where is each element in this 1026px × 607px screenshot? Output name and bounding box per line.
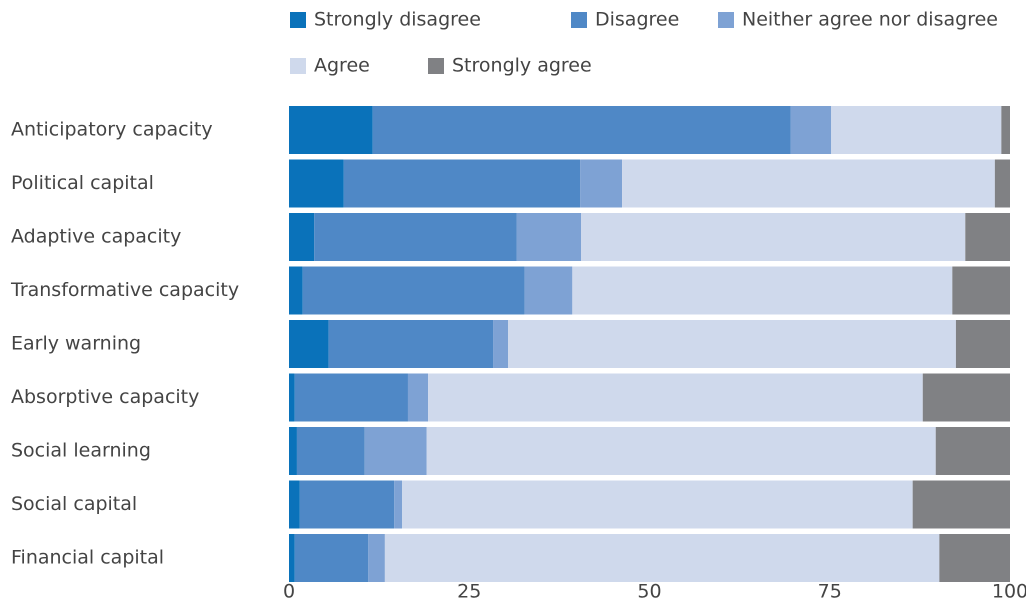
bar-segment xyxy=(289,213,315,261)
bar-segment xyxy=(790,106,832,154)
bar-segment xyxy=(580,159,623,208)
bar-segment xyxy=(328,320,494,368)
bar-segment xyxy=(289,427,297,475)
bar-segment xyxy=(368,534,385,582)
bar-segment xyxy=(952,266,1010,315)
x-tick-label: 25 xyxy=(457,581,481,603)
bar-segment xyxy=(289,534,295,582)
legend-label: Strongly disagree xyxy=(314,9,481,31)
bar-segment xyxy=(407,373,429,422)
category-label: Absorptive capacity xyxy=(11,386,199,408)
bar-segment xyxy=(831,106,1002,154)
legend-label: Neither agree nor disagree xyxy=(742,9,998,31)
bar-segment xyxy=(572,266,953,315)
bar-segment xyxy=(294,534,369,582)
bar-segment xyxy=(581,213,966,261)
bar-segment xyxy=(965,213,1010,261)
bar-segment xyxy=(994,159,1010,208)
legend-swatch xyxy=(290,12,306,28)
bar-segment xyxy=(428,373,923,422)
bar-segment xyxy=(289,320,329,368)
bar-segment xyxy=(289,106,373,154)
bar-segment xyxy=(508,320,956,368)
bar-segment xyxy=(426,427,936,475)
bar-segment xyxy=(935,427,1010,475)
bar-segment xyxy=(922,373,1010,422)
x-tick-label: 50 xyxy=(637,581,661,603)
category-label: Transformative capacity xyxy=(10,279,239,301)
bar-segment xyxy=(294,373,408,422)
legend-swatch xyxy=(428,58,444,74)
legend-swatch xyxy=(718,12,734,28)
bar-segment xyxy=(302,266,525,315)
bar-segment xyxy=(394,480,403,529)
legend-label: Disagree xyxy=(595,9,679,31)
bar-segment xyxy=(912,480,1010,529)
bar-segment xyxy=(955,320,1010,368)
bar-segment xyxy=(1001,106,1010,154)
category-label: Political capital xyxy=(11,172,154,194)
x-tick-label: 100 xyxy=(992,581,1026,603)
legend-swatch xyxy=(290,58,306,74)
legend-label: Agree xyxy=(314,55,370,77)
bar-segment xyxy=(524,266,573,315)
x-tick-label: 75 xyxy=(818,581,842,603)
legend-label: Strongly agree xyxy=(452,55,592,77)
bar-segment xyxy=(516,213,582,261)
bar-segment xyxy=(289,159,344,208)
legend-swatch xyxy=(571,12,587,28)
bar-segment xyxy=(314,213,517,261)
bar-segment xyxy=(289,373,295,422)
category-label: Adaptive capacity xyxy=(11,226,181,248)
bar-segment xyxy=(384,534,940,582)
bar-segment xyxy=(493,320,509,368)
bar-segment xyxy=(364,427,427,475)
x-tick-label: 0 xyxy=(283,581,295,603)
bar-segment xyxy=(622,159,995,208)
bar-segment xyxy=(343,159,581,208)
bar-segment xyxy=(939,534,1010,582)
category-label: Social capital xyxy=(11,493,137,515)
bar-segment xyxy=(372,106,791,154)
bar-segment xyxy=(299,480,395,529)
category-label: Anticipatory capacity xyxy=(11,119,213,141)
category-label: Financial capital xyxy=(11,547,164,569)
category-label: Social learning xyxy=(11,440,151,462)
category-label: Early warning xyxy=(11,333,141,355)
bar-segment xyxy=(296,427,365,475)
bar-segment xyxy=(289,266,303,315)
bar-segment xyxy=(289,480,300,529)
bar-segment xyxy=(402,480,913,529)
